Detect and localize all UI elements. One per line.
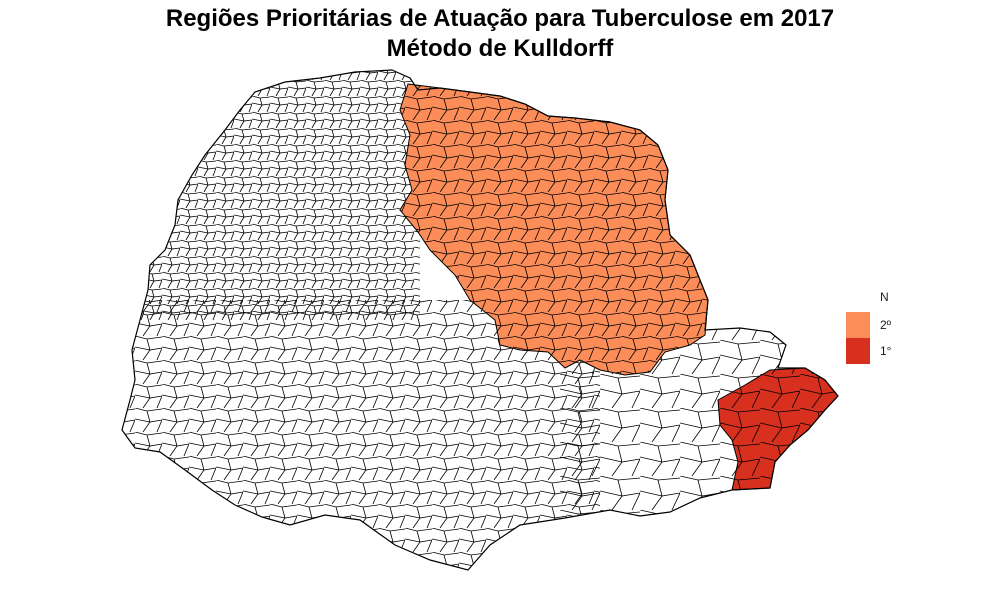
legend-label-2: 2º xyxy=(880,318,892,332)
legend-swatch-2 xyxy=(846,312,870,338)
map-legend: N 2º 1° xyxy=(846,290,891,364)
legend-title: N xyxy=(880,290,889,304)
legend-label-1: 1° xyxy=(880,344,892,358)
legend-swatch-1 xyxy=(846,338,870,364)
map-title-line-1: Regiões Prioritárias de Atuação para Tub… xyxy=(165,5,835,32)
legend-item-2: 2º xyxy=(846,312,891,338)
legend-item-1: 1° xyxy=(846,338,891,364)
map-title-line-2: Método de Kulldorff xyxy=(386,35,614,62)
map-title: Regiões Prioritárias de Atuação para Tub… xyxy=(0,4,1000,64)
state-outline xyxy=(121,69,839,571)
